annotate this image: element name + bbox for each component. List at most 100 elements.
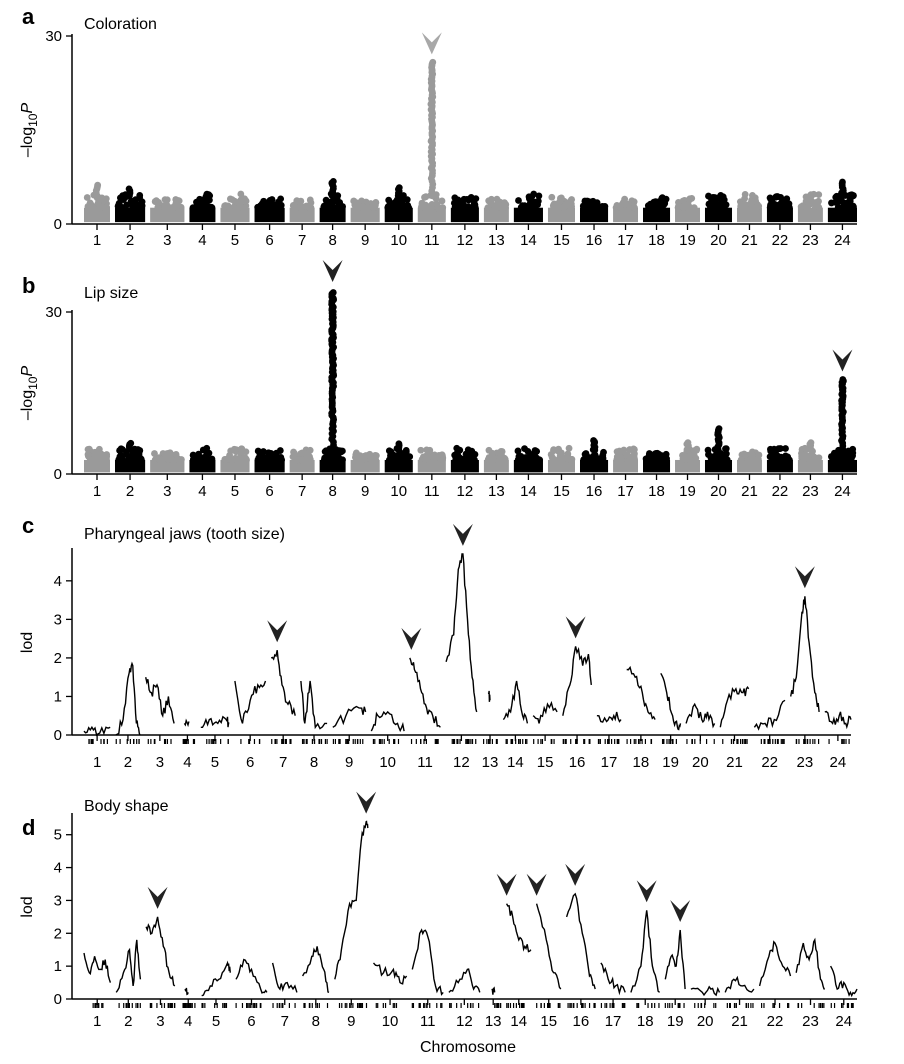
data-point-a <box>235 203 243 211</box>
chromosome-points-a-17 <box>612 195 639 223</box>
x-tick-label-c-21: 21 <box>726 754 743 771</box>
data-point-b <box>291 450 298 457</box>
chromosome-points-b-5 <box>220 445 250 473</box>
x-tick-label-b-2: 2 <box>126 483 134 500</box>
point-band-a-3 <box>150 207 185 223</box>
x-tick-label-c-14: 14 <box>507 754 524 771</box>
data-point-a <box>306 196 314 204</box>
data-point-b <box>242 448 250 456</box>
point-band-a-20 <box>704 207 733 223</box>
y-tick-label-d-1: 1 <box>54 958 62 975</box>
data-point-a <box>749 191 756 199</box>
data-point-b <box>839 376 847 383</box>
x-tick-label-d-21: 21 <box>731 1013 748 1030</box>
data-point-a <box>102 195 110 203</box>
data-point-a <box>237 190 245 198</box>
data-point-b <box>550 446 558 454</box>
data-point-a <box>131 204 138 211</box>
data-point-b <box>521 445 528 453</box>
x-tick-label-c-2: 2 <box>124 754 132 771</box>
point-band-a-8 <box>319 207 346 223</box>
chromosome-points-a-18 <box>643 194 671 223</box>
data-point-b <box>496 455 504 463</box>
x-tick-label-c-11: 11 <box>417 754 433 771</box>
data-point-b <box>402 448 410 456</box>
x-tick-label-a-24: 24 <box>834 232 851 249</box>
data-point-b <box>456 446 464 454</box>
data-point-a <box>384 203 392 210</box>
x-tick-label-d-19: 19 <box>667 1013 684 1030</box>
data-point-b <box>158 456 166 464</box>
data-point-b <box>168 456 176 464</box>
data-point-b <box>172 450 180 458</box>
data-point-b <box>119 446 126 453</box>
x-tick-label-c-1: 1 <box>93 754 101 771</box>
data-point-a <box>421 204 428 211</box>
data-point-a <box>631 204 638 212</box>
data-point-b <box>497 448 505 455</box>
y-axis-label-b: –log10P <box>19 366 40 421</box>
x-tick-label-b-3: 3 <box>163 483 171 500</box>
point-band-b-20 <box>704 459 733 473</box>
x-tick-label-d-22: 22 <box>767 1013 784 1030</box>
point-band-b-24 <box>827 459 857 473</box>
peak-arrow-d-18 <box>636 880 657 903</box>
point-band-b-11 <box>417 459 446 473</box>
data-point-a <box>385 196 393 204</box>
data-point-b <box>439 456 446 464</box>
data-point-b <box>653 449 661 457</box>
data-point-b <box>748 452 756 459</box>
x-tick-label-a-6: 6 <box>265 232 273 249</box>
y-tick-label-d-5: 5 <box>54 827 62 844</box>
data-point-b <box>484 456 492 463</box>
data-point-a <box>719 203 726 211</box>
chromosome-points-b-23 <box>797 439 823 473</box>
data-point-b <box>737 456 745 464</box>
x-tick-label-d-18: 18 <box>637 1013 654 1030</box>
data-point-a <box>327 198 335 206</box>
x-tick-label-d-9: 9 <box>347 1013 355 1030</box>
data-point-b <box>197 455 204 463</box>
data-point-a <box>257 202 265 209</box>
point-band-a-6 <box>254 207 285 223</box>
peak-arrow-d-19 <box>670 900 691 922</box>
chromosome-points-b-10 <box>384 440 414 473</box>
data-point-a <box>461 204 469 212</box>
data-point-b <box>631 450 638 458</box>
x-tick-label-a-14: 14 <box>520 232 537 249</box>
data-point-b <box>524 456 532 464</box>
chromosome-points-a-2 <box>114 185 146 223</box>
lod-curve-d-10 <box>372 962 408 985</box>
data-point-a <box>350 197 358 205</box>
data-point-b <box>590 437 597 444</box>
x-tick-label-b-1: 1 <box>93 483 101 500</box>
point-band-b-5 <box>220 459 250 473</box>
lod-curve-d-1 <box>83 952 112 983</box>
data-point-a <box>451 203 459 211</box>
lod-curve-c-5 <box>200 715 230 728</box>
point-band-a-9 <box>350 207 380 223</box>
data-point-a <box>125 185 133 193</box>
x-tick-label-d-5: 5 <box>212 1013 220 1030</box>
x-tick-label-c-3: 3 <box>156 754 164 771</box>
data-point-b <box>488 449 496 457</box>
chromosome-points-b-8 <box>319 289 346 473</box>
x-tick-label-b-21: 21 <box>741 483 758 500</box>
x-tick-label-c-6: 6 <box>246 754 254 771</box>
data-point-a <box>399 201 406 208</box>
data-point-a <box>271 203 279 211</box>
data-point-b <box>559 455 567 462</box>
x-tick-label-c-13: 13 <box>482 754 499 771</box>
point-band-a-18 <box>643 207 671 223</box>
data-point-a <box>403 196 411 204</box>
data-point-a <box>712 199 720 207</box>
data-point-b <box>366 450 374 458</box>
data-point-b <box>807 439 815 447</box>
data-point-a <box>291 203 298 210</box>
lod-curve-d-5 <box>201 960 231 997</box>
data-point-b <box>582 450 590 457</box>
lod-curve-c-19 <box>660 672 682 731</box>
x-tick-label-b-15: 15 <box>553 483 570 500</box>
x-tick-label-b-16: 16 <box>586 483 603 500</box>
